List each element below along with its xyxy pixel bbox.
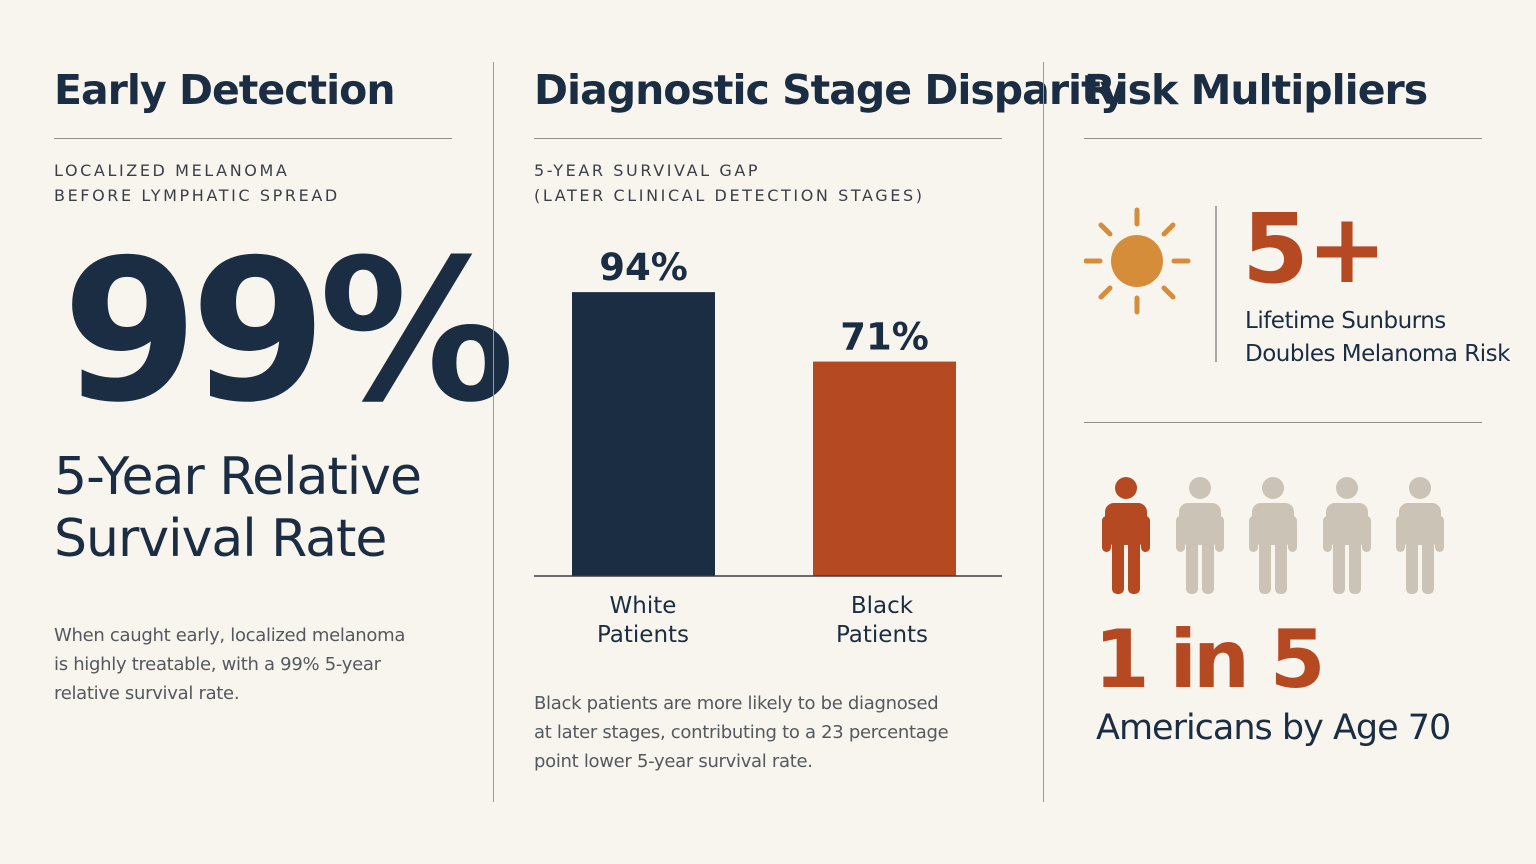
disparity-eyebrow: 5-YEAR SURVIVAL GAP (LATER CLINICAL DETE… bbox=[534, 158, 925, 208]
person-icon bbox=[1249, 477, 1297, 594]
eyebrow-line: BEFORE LYMPHATIC SPREAD bbox=[54, 186, 340, 205]
sunburn-text-line: Doubles Melanoma Risk bbox=[1245, 341, 1510, 367]
disparity-panel: Diagnostic Stage Disparity 5-YEAR SURVIV… bbox=[534, 0, 1126, 864]
people-pictogram bbox=[1102, 476, 1462, 596]
bar-white bbox=[572, 292, 715, 576]
data-label-black: 71% bbox=[840, 316, 929, 359]
body-line: Black patients are more likely to be dia… bbox=[534, 693, 939, 714]
title-rule bbox=[54, 138, 452, 139]
disparity-title: Diagnostic Stage Disparity bbox=[534, 66, 1126, 114]
survival-gap-bar-chart: 94% 71% bbox=[534, 246, 1002, 577]
section-rule bbox=[1084, 422, 1482, 423]
sun-divider bbox=[1215, 206, 1217, 362]
x-tick-label-white: White Patients bbox=[553, 592, 733, 650]
person-icon bbox=[1322, 477, 1371, 594]
body-line: is highly treatable, with a 99% 5-year bbox=[54, 654, 381, 675]
title-rule bbox=[534, 138, 1002, 139]
stat-label-line: Survival Rate bbox=[54, 509, 387, 569]
survival-rate-label: 5-Year Relative Survival Rate bbox=[54, 446, 422, 570]
risk-panel: Risk Multipliers 5+ Lifetime Sunburns Do… bbox=[1084, 0, 1510, 864]
sunburn-text: Lifetime Sunburns Doubles Melanoma Risk bbox=[1245, 305, 1510, 371]
body-line: point lower 5-year survival rate. bbox=[534, 751, 813, 772]
ratio-label: Americans by Age 70 bbox=[1096, 708, 1451, 748]
person-icon bbox=[1396, 477, 1444, 594]
risk-title: Risk Multipliers bbox=[1084, 66, 1428, 114]
sunburn-count: 5+ bbox=[1242, 193, 1387, 305]
early-detection-body: When caught early, localized melanoma is… bbox=[54, 621, 405, 708]
sunburn-text-line: Lifetime Sunburns bbox=[1245, 308, 1446, 334]
x-tick-line: White bbox=[609, 593, 677, 619]
title-rule bbox=[1084, 138, 1482, 139]
body-line: relative survival rate. bbox=[54, 683, 240, 704]
early-detection-panel: Early Detection LOCALIZED MELANOMA BEFOR… bbox=[54, 0, 515, 864]
body-line: at later stages, contributing to a 23 pe… bbox=[534, 722, 949, 743]
survival-rate-stat: 99% bbox=[62, 218, 515, 446]
x-tick-label-black: Black Patients bbox=[792, 592, 972, 650]
early-detection-eyebrow: LOCALIZED MELANOMA BEFORE LYMPHATIC SPRE… bbox=[54, 158, 340, 208]
x-tick-line: Patients bbox=[596, 622, 690, 648]
x-tick-line: Patients bbox=[835, 622, 929, 648]
sun-icon bbox=[1084, 207, 1191, 315]
disparity-body: Black patients are more likely to be dia… bbox=[534, 689, 949, 776]
body-line: When caught early, localized melanoma bbox=[54, 625, 406, 646]
column-divider bbox=[493, 62, 494, 802]
eyebrow-line: 5-YEAR SURVIVAL GAP bbox=[534, 161, 761, 180]
eyebrow-line: LOCALIZED MELANOMA bbox=[54, 161, 290, 180]
person-icon bbox=[1102, 477, 1150, 594]
data-label-white: 94% bbox=[599, 246, 688, 289]
stat-label-line: 5-Year Relative bbox=[54, 447, 422, 507]
ratio-stat: 1 in 5 bbox=[1094, 613, 1325, 706]
bar-black bbox=[813, 361, 956, 576]
early-detection-title: Early Detection bbox=[54, 66, 396, 114]
person-icon bbox=[1175, 477, 1224, 594]
column-divider bbox=[1043, 62, 1044, 802]
x-tick-line: Black bbox=[850, 593, 914, 619]
eyebrow-line: (LATER CLINICAL DETECTION STAGES) bbox=[534, 186, 925, 205]
